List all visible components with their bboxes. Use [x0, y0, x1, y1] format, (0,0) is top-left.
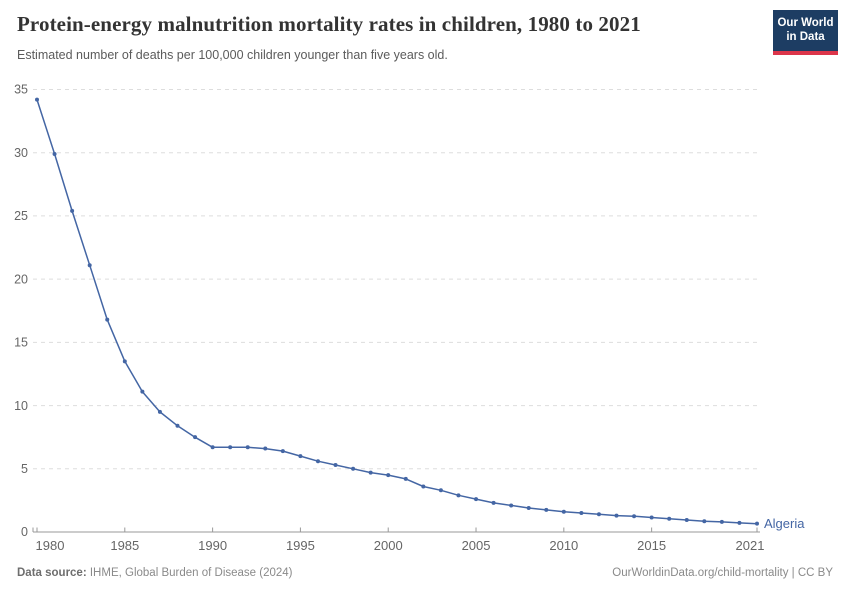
- x-axis-label-2021: 2021: [736, 538, 765, 553]
- y-axis-label-35: 35: [14, 83, 28, 97]
- data-point-algeria-2011[interactable]: [579, 511, 584, 516]
- data-point-algeria-2021[interactable]: [755, 521, 759, 526]
- x-axis-label-2005: 2005: [462, 538, 491, 553]
- owid-logo-line2: in Data: [786, 30, 825, 43]
- data-point-algeria-2015[interactable]: [649, 515, 654, 520]
- data-point-algeria-2020[interactable]: [737, 520, 742, 525]
- data-point-algeria-1992[interactable]: [245, 445, 250, 450]
- data-point-algeria-2000[interactable]: [386, 473, 391, 478]
- data-point-algeria-1996[interactable]: [315, 459, 320, 464]
- line-chart-plot[interactable]: 0 5 10 15 20 25 30 35 1980 1985 1990 1995 2000 2005 20…: [0, 82, 850, 562]
- data-point-algeria-2010[interactable]: [561, 509, 566, 514]
- data-point-algeria-2004[interactable]: [456, 493, 461, 498]
- data-point-algeria-1983[interactable]: [87, 263, 92, 268]
- data-point-algeria-2003[interactable]: [438, 488, 443, 493]
- data-point-algeria-2017[interactable]: [684, 517, 689, 522]
- data-point-algeria-2018[interactable]: [702, 519, 707, 524]
- data-point-algeria-2012[interactable]: [596, 512, 601, 517]
- y-axis-label-15: 15: [14, 336, 28, 350]
- data-point-algeria-1995[interactable]: [298, 454, 303, 459]
- data-point-algeria-2009[interactable]: [544, 507, 549, 512]
- data-point-algeria-2008[interactable]: [526, 505, 531, 510]
- entity-label-algeria[interactable]: Algeria: [764, 516, 805, 531]
- y-axis-label-20: 20: [14, 272, 28, 286]
- x-axis-label-2010: 2010: [549, 538, 578, 553]
- chart-footer: Data source: IHME, Global Burden of Dise…: [17, 567, 833, 579]
- chart-title: Protein-energy malnutrition mortality ra…: [17, 12, 641, 36]
- y-axis-label-30: 30: [14, 146, 28, 160]
- data-point-algeria-1990[interactable]: [210, 445, 215, 450]
- data-point-algeria-1985[interactable]: [122, 359, 127, 364]
- data-point-algeria-1987[interactable]: [157, 409, 162, 414]
- chart-subtitle: Estimated number of deaths per 100,000 c…: [17, 48, 448, 62]
- data-point-algeria-1981[interactable]: [52, 151, 57, 156]
- data-point-algeria-2007[interactable]: [509, 503, 514, 508]
- x-axis-label-2015: 2015: [637, 538, 666, 553]
- data-point-algeria-1988[interactable]: [175, 423, 180, 428]
- data-source: Data source: IHME, Global Burden of Dise…: [17, 567, 293, 579]
- data-point-algeria-2014[interactable]: [632, 514, 637, 519]
- data-source-text: IHME, Global Burden of Disease (2024): [86, 567, 293, 579]
- x-axis-label-1995: 1995: [286, 538, 315, 553]
- data-point-algeria-2002[interactable]: [421, 484, 426, 489]
- footer-credit-link[interactable]: OurWorldinData.org/child-mortality | CC …: [612, 567, 833, 579]
- y-axis-label-25: 25: [14, 209, 28, 223]
- x-axis-label-1985: 1985: [110, 538, 139, 553]
- owid-logo[interactable]: Our World in Data: [773, 10, 838, 55]
- y-axis-label-5: 5: [21, 462, 28, 476]
- data-point-algeria-1994[interactable]: [280, 449, 285, 454]
- data-point-algeria-2006[interactable]: [491, 500, 496, 505]
- data-point-algeria-2001[interactable]: [403, 476, 408, 481]
- data-point-algeria-1998[interactable]: [351, 466, 356, 471]
- data-point-algeria-2019[interactable]: [719, 519, 724, 524]
- data-point-algeria-1993[interactable]: [263, 446, 268, 451]
- data-point-algeria-1986[interactable]: [140, 389, 145, 394]
- x-axis-label-1990: 1990: [198, 538, 227, 553]
- x-axis-label-2000: 2000: [374, 538, 403, 553]
- owid-logo-line1: Our World: [777, 17, 834, 29]
- data-point-algeria-2013[interactable]: [614, 513, 619, 518]
- data-point-algeria-1997[interactable]: [333, 462, 338, 467]
- series-line-algeria[interactable]: [36, 98, 758, 525]
- y-axis-label-10: 10: [14, 399, 28, 413]
- data-point-algeria-1989[interactable]: [193, 435, 198, 440]
- x-axis-label-1980: 1980: [36, 538, 65, 553]
- data-point-algeria-1999[interactable]: [368, 470, 373, 475]
- data-point-algeria-1980[interactable]: [35, 97, 39, 102]
- data-point-algeria-1984[interactable]: [105, 317, 110, 322]
- data-point-algeria-1982[interactable]: [70, 208, 75, 213]
- data-point-algeria-2016[interactable]: [667, 516, 672, 521]
- y-axis-label-0: 0: [21, 525, 28, 539]
- data-point-algeria-2005[interactable]: [474, 497, 479, 502]
- data-point-algeria-1991[interactable]: [228, 445, 233, 450]
- data-source-label: Data source:: [17, 567, 87, 579]
